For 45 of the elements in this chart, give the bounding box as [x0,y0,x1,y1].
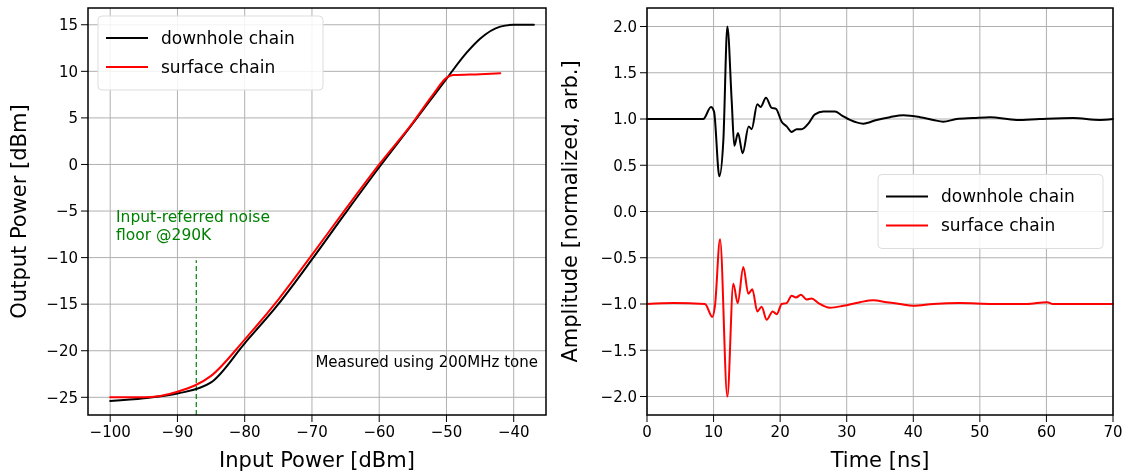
x-tick-label: 30 [837,423,857,441]
x-tick-label: −90 [161,423,194,441]
y-tick-label: 1.5 [613,64,637,82]
x-axis-title: Time [ns] [829,448,930,472]
x-tick-label: 50 [970,423,990,441]
line-series [109,72,502,399]
y-tick-label: 10 [58,62,78,81]
x-tick-label: −40 [497,423,530,441]
y-axis-title: Amplitude [normalized, arb.] [558,60,582,363]
legend-label: downhole chain [161,27,295,48]
legend-label: surface chain [941,215,1056,236]
y-tick-label: −25 [46,388,78,407]
y-tick-label: 0 [68,155,78,174]
x-tick-label: −70 [296,423,328,441]
legend-label: surface chain [161,56,276,77]
y-tick-label: 2.0 [613,17,637,36]
y-tick-label: −20 [46,341,78,360]
y-tick-label: −2.0 [600,387,637,406]
x-axis-title: Input Power [dBm] [219,448,415,472]
line-series [646,238,1114,398]
y-tick-label: −15 [46,295,78,314]
x-tick-label: −100 [89,423,131,441]
x-tick-label: 0 [642,423,652,441]
x-tick-label: 40 [903,423,923,441]
y-tick-label: −0.5 [600,249,637,267]
ref-line-label: Input-referred noise floor @290K [116,208,270,245]
y-tick-label: 5 [68,109,78,128]
y-tick-label: 15 [58,16,78,35]
annotation: Measured using 200MHz tone [315,353,538,371]
y-tick-label: 1.0 [613,110,637,129]
x-tick-label: 10 [704,423,724,441]
y-tick-label: −1.0 [600,295,637,314]
x-tick-label: −60 [363,423,396,441]
y-tick-label: −5 [55,202,78,221]
x-tick-label: −80 [228,423,261,441]
y-axis-title: Output Power [dBm] [7,104,31,319]
y-tick-label: 0.5 [613,156,637,175]
y-tick-label: −1.5 [600,341,637,360]
x-tick-label: 20 [770,423,790,441]
legend-label: downhole chain [941,186,1075,207]
y-tick-label: −10 [46,248,78,267]
x-tick-label: −50 [430,423,463,441]
x-tick-label: 70 [1103,423,1123,441]
y-tick-label: 0.0 [613,202,637,221]
x-tick-label: 60 [1036,423,1056,441]
